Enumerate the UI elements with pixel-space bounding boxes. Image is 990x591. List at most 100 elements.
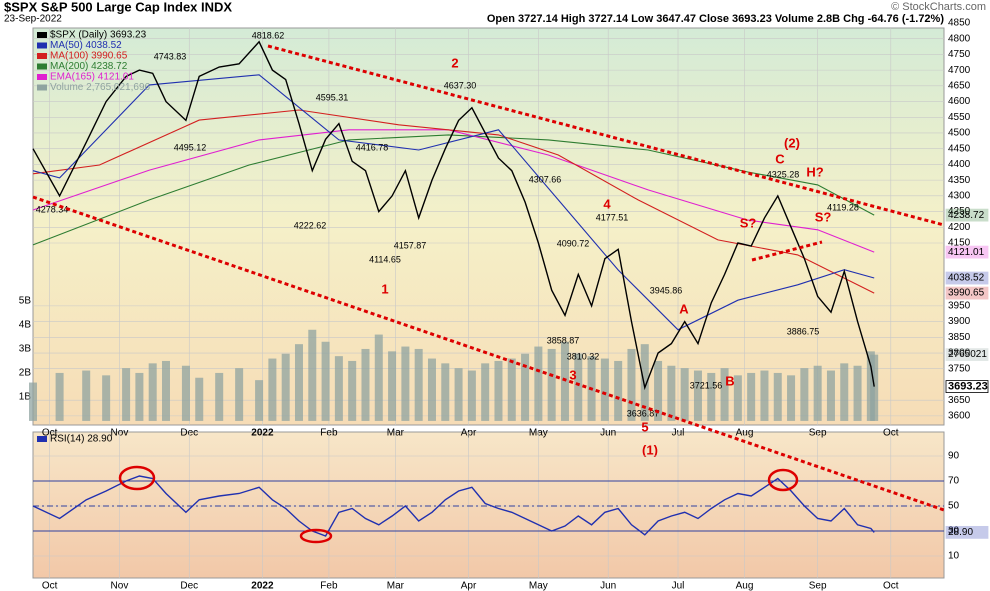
series-line <box>32 40 875 391</box>
volume-bar <box>481 363 490 421</box>
legend-label: RSI(14) 28.90 <box>50 434 113 445</box>
x-tick-label: Jul <box>672 581 685 591</box>
annotation: 4743.83 <box>154 51 187 61</box>
y-tick-label: 3850 <box>948 332 971 343</box>
legend-swatch <box>37 53 47 59</box>
legend-swatch <box>37 84 47 91</box>
volume-bar <box>215 372 224 421</box>
volume-bar <box>800 368 809 421</box>
series-line <box>32 129 875 253</box>
x-tick-label: Dec <box>180 581 198 591</box>
annotation: 3886.75 <box>787 326 820 336</box>
volume-bar <box>195 377 204 421</box>
annotation: 3945.86 <box>650 285 683 295</box>
legend-label: MA(50) 4038.52 <box>50 40 122 51</box>
y-tick-label: 4200 <box>948 222 971 233</box>
y2-tick-label: 1B <box>19 392 32 403</box>
y-tick-label: 4350 <box>948 175 971 186</box>
volume-bar <box>534 346 543 421</box>
x-tick-label: Sep <box>809 581 827 591</box>
x-tick-label: Apr <box>461 581 477 591</box>
x-tick-label: Aug <box>736 581 754 591</box>
legend-swatch <box>37 32 47 38</box>
annotation: 4416.78 <box>356 142 389 152</box>
y-tick-label: 4800 <box>948 33 971 44</box>
legend-label: EMA(165) 4121.01 <box>50 72 134 83</box>
legend-swatch <box>37 74 47 80</box>
x-tick-label: Mar <box>387 428 405 439</box>
legend-swatch <box>37 63 47 70</box>
annotation: 4222.62 <box>294 220 327 230</box>
volume-bar <box>707 372 716 421</box>
value-box-label: 3990.65 <box>948 288 985 299</box>
annotation: 4637.30 <box>444 80 477 90</box>
value-box-label: 4238.72 <box>948 210 985 221</box>
volume-bar <box>747 372 756 421</box>
annotation: 4595.31 <box>316 92 349 102</box>
volume-bar <box>813 365 822 421</box>
annotation: 4818.62 <box>252 30 285 40</box>
y2-tick-label: 5B <box>19 296 32 307</box>
annotation: 4278.34 <box>36 204 69 214</box>
annotation: 4495.12 <box>174 142 207 152</box>
volume-bar <box>135 372 144 421</box>
x-tick-label: Jun <box>600 581 616 591</box>
y-tick-label: 3650 <box>948 395 971 406</box>
volume-bar <box>268 358 277 421</box>
legend-label: $SPX (Daily) 3693.23 <box>50 30 147 41</box>
y-tick-label: 90 <box>948 451 960 462</box>
annotation: 4090.72 <box>557 238 590 248</box>
annotation: 4157.87 <box>394 240 427 250</box>
x-tick-label: Nov <box>111 581 129 591</box>
volume-bar <box>870 354 879 421</box>
y-tick-label: 4450 <box>948 143 971 154</box>
series-line <box>32 74 875 331</box>
volume-bar <box>693 370 702 421</box>
legend-swatch <box>37 436 47 442</box>
annotation: 4307.66 <box>529 174 562 184</box>
annotation: S? <box>815 209 832 224</box>
volume-bar <box>454 368 463 421</box>
x-tick-label: 2022 <box>251 581 274 591</box>
y-tick-label: 70 <box>948 476 960 487</box>
y-tick-label: 10 <box>948 551 960 562</box>
volume-bar <box>760 370 769 421</box>
value-box-label: 4121.01 <box>948 247 985 258</box>
y-tick-label: 4750 <box>948 49 971 60</box>
volume-bar <box>720 368 729 421</box>
annotation: 4 <box>603 196 611 211</box>
y-tick-label: 3900 <box>948 316 971 327</box>
y-tick-label: 3800 <box>948 348 971 359</box>
x-tick-label: Feb <box>320 581 338 591</box>
annotation: 3858.87 <box>547 335 580 345</box>
volume-bar <box>235 368 244 421</box>
volume-bar <box>334 356 343 421</box>
annotation: 4325.28 <box>767 169 800 179</box>
annotation: B <box>725 373 734 388</box>
value-box-label: 4038.52 <box>948 273 985 284</box>
volume-bar <box>281 353 290 421</box>
volume-bar <box>29 382 37 421</box>
rsi-circle <box>767 468 799 492</box>
volume-bar <box>294 344 303 421</box>
y-tick-label: 4400 <box>948 159 971 170</box>
series-line <box>32 134 875 246</box>
volume-bar <box>547 348 556 421</box>
volume-bar <box>614 360 623 421</box>
y-tick-label: 50 <box>948 501 960 512</box>
series-line <box>32 475 875 537</box>
annotation: C <box>775 151 785 166</box>
volume-bar <box>321 341 330 421</box>
title: $SPX S&P 500 Large Cap Index INDX <box>4 0 232 14</box>
volume-bar <box>773 372 782 421</box>
legend-label: MA(200) 4238.72 <box>50 61 128 72</box>
annotation: 2 <box>451 55 458 70</box>
volume-bar <box>654 360 663 421</box>
volume-bar <box>507 358 516 421</box>
annotation: 4177.51 <box>596 212 629 222</box>
rsi-circle <box>299 528 333 544</box>
volume-bar <box>255 380 264 421</box>
annotation: 3 <box>569 367 576 382</box>
volume-bar <box>441 363 450 421</box>
